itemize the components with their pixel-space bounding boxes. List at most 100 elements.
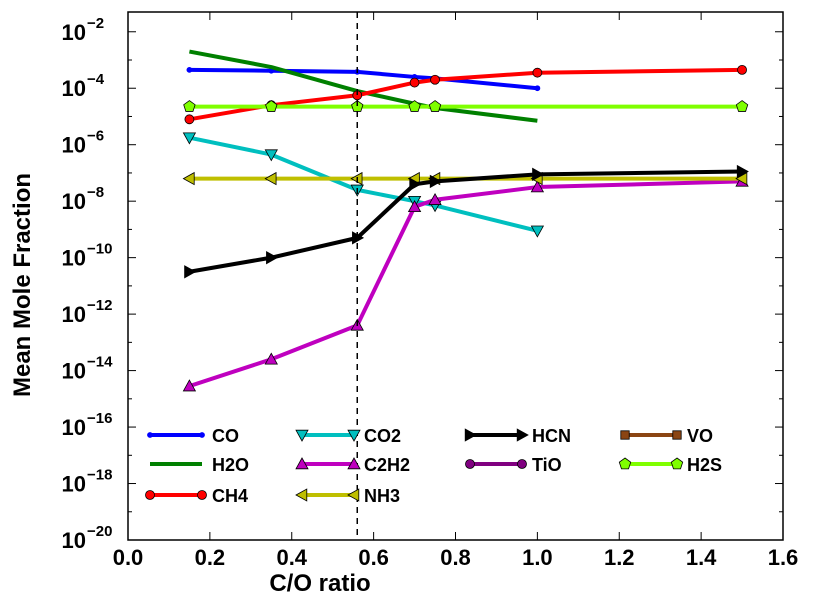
x-tick-label: 1.4 (686, 545, 717, 570)
series-line (189, 49, 538, 123)
y-tick-exponent: −2 (87, 15, 104, 32)
legend-item-tio: TiO (465, 455, 562, 475)
data-point (199, 432, 205, 438)
x-tick-label: 0.2 (195, 545, 226, 570)
y-tick-label: 10 (62, 359, 86, 384)
legend-label: CO (212, 426, 239, 446)
data-point (428, 192, 442, 205)
series-line (189, 135, 538, 233)
y-tick-label: 10 (62, 189, 86, 214)
data-point (517, 459, 527, 469)
data-point (182, 379, 197, 392)
data-point (530, 225, 545, 238)
data-point (264, 171, 277, 186)
data-point (265, 100, 278, 112)
data-point (532, 167, 545, 182)
y-tick-exponent: −18 (87, 467, 112, 484)
data-point (736, 164, 749, 179)
data-point (670, 457, 684, 470)
data-point (407, 199, 422, 213)
y-tick-label: 10 (62, 76, 86, 101)
y-tick-label: 10 (62, 20, 86, 45)
legend-label: CH4 (212, 486, 248, 506)
data-point (430, 74, 440, 85)
data-point (530, 180, 545, 193)
data-point (735, 100, 749, 112)
data-point (147, 432, 153, 438)
data-point (347, 457, 361, 470)
x-tick-label: 1.0 (522, 545, 553, 570)
data-point (264, 352, 278, 365)
data-point (347, 488, 360, 502)
data-point (182, 132, 197, 145)
x-tick-label: 0.8 (440, 545, 471, 570)
x-axis: 0.0 0.2 0.4 0.6 0.8 1.0 1.2 1.4 1.6 (113, 12, 798, 570)
y-axis-title: Mean Mole Fraction (9, 173, 36, 397)
y-tick-exponent: −10 (87, 241, 112, 258)
data-point (183, 100, 196, 112)
series-h2s (183, 100, 749, 112)
data-point (534, 85, 541, 92)
series-co (186, 66, 541, 92)
legend-item-c2h2: C2H2 (295, 455, 410, 475)
legend-item-co: CO (147, 426, 239, 446)
data-point (408, 100, 421, 112)
x-axis-title: C/O ratio (269, 570, 370, 597)
legend-label: TiO (532, 455, 562, 475)
data-point (532, 67, 543, 78)
legend-item-vo: VO (620, 426, 713, 446)
data-point (295, 429, 309, 442)
y-tick-label: 10 (62, 472, 86, 497)
data-point (620, 430, 630, 440)
data-point (295, 488, 308, 502)
legend-label: H2S (687, 455, 722, 475)
y-tick-exponent: −8 (87, 184, 104, 201)
y-tick-exponent: −6 (87, 128, 104, 145)
data-point (295, 457, 309, 470)
data-point (184, 114, 195, 125)
data-point (186, 66, 193, 73)
legend: CO CO2 HCN VO H2O C2H2 TiO H2S CH4 NH3 (145, 426, 722, 506)
data-point (465, 459, 475, 469)
plot-frame (127, 11, 784, 541)
data-point (516, 428, 529, 442)
legend-label: H2O (212, 455, 249, 475)
legend-label: HCN (532, 426, 571, 446)
legend-label: VO (687, 426, 713, 446)
series-co2 (182, 132, 545, 238)
data-point (347, 429, 361, 442)
y-tick-label: 10 (62, 528, 86, 553)
data-point (409, 177, 422, 191)
data-point (672, 430, 682, 440)
y-tick-label: 10 (62, 133, 86, 158)
y-tick-exponent: −20 (87, 523, 112, 540)
data-point (145, 490, 155, 500)
legend-item-ch4: CH4 (145, 486, 248, 506)
legend-label: NH3 (364, 486, 400, 506)
data-point (184, 265, 197, 279)
legend-label: CO2 (364, 426, 401, 446)
data-point (264, 149, 278, 162)
legend-item-nh3: NH3 (295, 486, 400, 506)
y-tick-label: 10 (62, 246, 86, 271)
y-tick-label: 10 (62, 415, 86, 440)
x-tick-label: 0.6 (358, 545, 389, 570)
plot-area (182, 12, 749, 540)
data-point (429, 174, 442, 189)
y-tick-exponent: −12 (87, 297, 112, 314)
y-tick-exponent: −16 (87, 410, 112, 427)
x-tick-label: 1.2 (604, 545, 635, 570)
legend-label: C2H2 (364, 455, 410, 475)
data-point (409, 77, 420, 88)
legend-item-h2o: H2O (150, 455, 249, 475)
series-c2h2 (182, 174, 749, 392)
legend-item-co2: CO2 (295, 426, 401, 446)
legend-item-h2s: H2S (618, 455, 722, 475)
data-point (197, 490, 207, 500)
data-point (266, 250, 279, 265)
x-tick-label: 0.4 (276, 545, 307, 570)
data-point (737, 64, 747, 75)
data-point (428, 100, 442, 112)
